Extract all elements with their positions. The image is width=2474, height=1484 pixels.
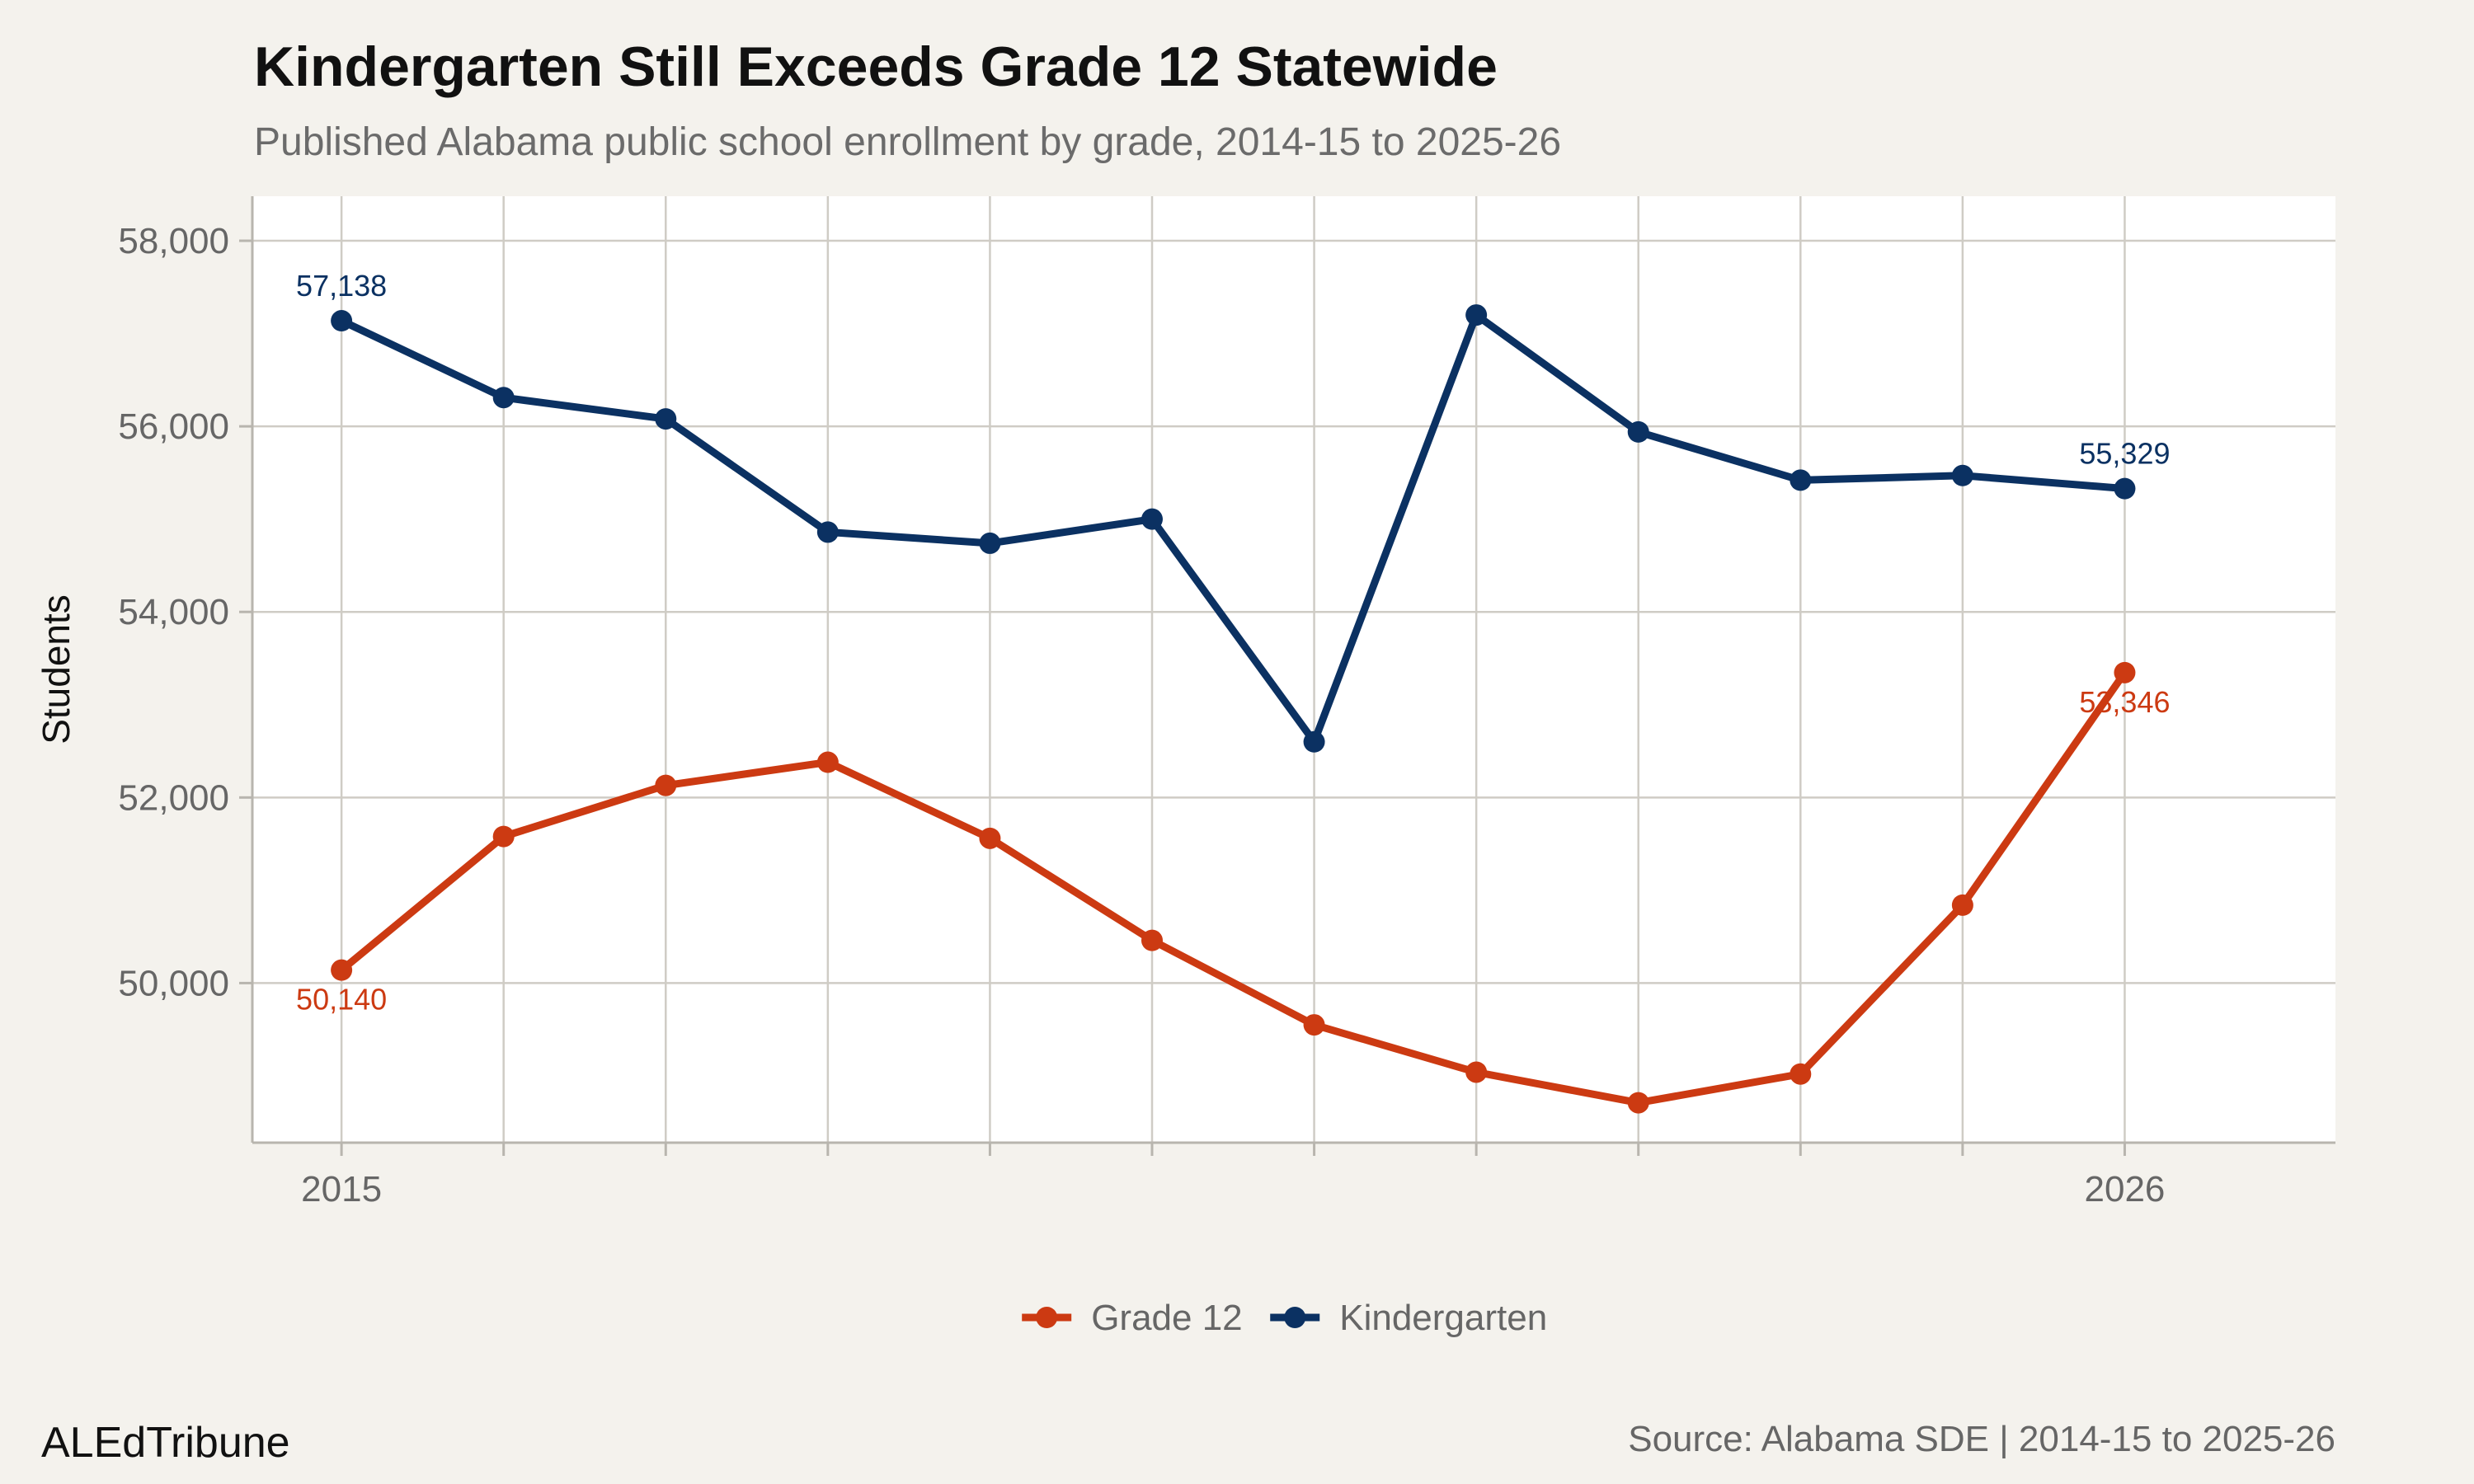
data-point-kindergarten: [2114, 477, 2136, 500]
y-tick-label: 52,000: [118, 777, 229, 818]
x-axis-ticks: 2015 2026: [301, 1143, 2165, 1209]
data-point-kindergarten: [655, 408, 677, 430]
x-tick-label: 2015: [301, 1169, 382, 1209]
legend-label: Kindergarten: [1339, 1298, 1547, 1338]
data-point-kindergarten: [1627, 420, 1649, 443]
data-point-grade-12: [1465, 1061, 1488, 1083]
y-tick-label: 58,000: [118, 221, 229, 261]
legend-item-grade-12: Grade 12: [1022, 1298, 1243, 1338]
data-point-grade-12: [2114, 661, 2136, 683]
y-tick-label: 54,000: [118, 592, 229, 632]
data-label-kindergarten: 57,138: [296, 269, 387, 303]
y-tick-label: 50,000: [118, 963, 229, 1003]
chart-subtitle: Published Alabama public school enrollme…: [254, 120, 1561, 164]
data-point-grade-12: [655, 774, 677, 796]
data-point-grade-12: [492, 825, 515, 848]
legend: Grade 12 Kindergarten: [1022, 1298, 1547, 1338]
x-tick-label: 2026: [2085, 1169, 2166, 1209]
data-point-grade-12: [1627, 1092, 1649, 1114]
data-point-kindergarten: [816, 521, 839, 543]
data-point-kindergarten: [331, 310, 353, 332]
plot-panel: [252, 196, 2335, 1143]
y-axis-label: Students: [35, 594, 78, 744]
legend-swatch-point: [1036, 1307, 1058, 1328]
chart-title: Kindergarten Still Exceeds Grade 12 Stat…: [254, 35, 1498, 98]
series-line-kindergarten: [337, 311, 2128, 746]
grid-lines: [252, 196, 2335, 1143]
data-label-grade-12: 50,140: [296, 983, 387, 1017]
data-point-grade-12: [1951, 894, 1973, 916]
data-point-kindergarten: [1951, 464, 1973, 486]
data-point-kindergarten: [1303, 730, 1325, 753]
data-point-grade-12: [1303, 1014, 1325, 1036]
data-point-kindergarten: [1790, 469, 1812, 491]
data-point-grade-12: [331, 959, 353, 981]
series-layer: [331, 304, 2136, 1114]
legend-swatch-point: [1284, 1307, 1306, 1328]
y-tick-label: 56,000: [118, 406, 229, 447]
data-point-kindergarten: [1465, 304, 1488, 326]
data-point-kindergarten: [1141, 508, 1163, 530]
y-axis-ticks: 50,000 52,000 54,000 56,000 58,000: [118, 221, 252, 1003]
brand-label: ALEdTribune: [41, 1419, 290, 1467]
data-point-grade-12: [1141, 929, 1163, 951]
data-labels: 50,140 53,346 57,138 55,329: [296, 269, 2170, 1017]
legend-label: Grade 12: [1091, 1298, 1242, 1338]
legend-item-kindergarten: Kindergarten: [1270, 1298, 1547, 1338]
source-note: Source: Alabama SDE | 2014-15 to 2025-26: [1628, 1419, 2335, 1459]
data-point-kindergarten: [979, 532, 1001, 554]
data-point-kindergarten: [492, 387, 515, 409]
data-point-grade-12: [1790, 1063, 1812, 1085]
data-point-grade-12: [816, 751, 839, 773]
data-point-grade-12: [979, 827, 1001, 849]
series-line-grade-12: [337, 669, 2128, 1107]
data-label-kindergarten: 55,329: [2079, 437, 2170, 471]
data-label-grade-12: 53,346: [2079, 685, 2170, 719]
